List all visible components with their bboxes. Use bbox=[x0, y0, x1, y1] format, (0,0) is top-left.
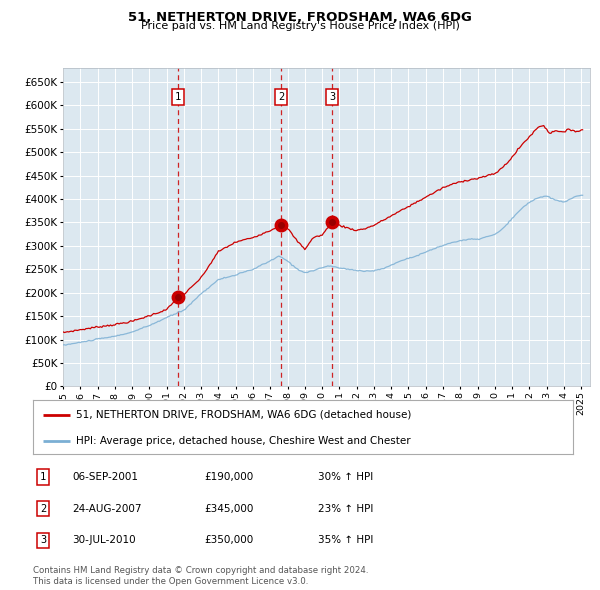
Text: £190,000: £190,000 bbox=[204, 472, 253, 481]
Text: £345,000: £345,000 bbox=[204, 504, 253, 513]
Text: 35% ↑ HPI: 35% ↑ HPI bbox=[318, 536, 373, 545]
Text: 51, NETHERTON DRIVE, FRODSHAM, WA6 6DG (detached house): 51, NETHERTON DRIVE, FRODSHAM, WA6 6DG (… bbox=[76, 409, 412, 419]
Text: 3: 3 bbox=[40, 536, 46, 545]
Text: 30-JUL-2010: 30-JUL-2010 bbox=[72, 536, 136, 545]
Text: This data is licensed under the Open Government Licence v3.0.: This data is licensed under the Open Gov… bbox=[33, 577, 308, 586]
Text: 23% ↑ HPI: 23% ↑ HPI bbox=[318, 504, 373, 513]
Text: 3: 3 bbox=[329, 92, 335, 102]
Text: Contains HM Land Registry data © Crown copyright and database right 2024.: Contains HM Land Registry data © Crown c… bbox=[33, 566, 368, 575]
Text: £350,000: £350,000 bbox=[204, 536, 253, 545]
Text: 24-AUG-2007: 24-AUG-2007 bbox=[72, 504, 142, 513]
Text: 1: 1 bbox=[175, 92, 181, 102]
Text: 06-SEP-2001: 06-SEP-2001 bbox=[72, 472, 138, 481]
Text: 51, NETHERTON DRIVE, FRODSHAM, WA6 6DG: 51, NETHERTON DRIVE, FRODSHAM, WA6 6DG bbox=[128, 11, 472, 24]
Text: Price paid vs. HM Land Registry's House Price Index (HPI): Price paid vs. HM Land Registry's House … bbox=[140, 21, 460, 31]
Text: 30% ↑ HPI: 30% ↑ HPI bbox=[318, 472, 373, 481]
Text: HPI: Average price, detached house, Cheshire West and Chester: HPI: Average price, detached house, Ches… bbox=[76, 436, 411, 445]
Text: 2: 2 bbox=[40, 504, 46, 513]
Text: 2: 2 bbox=[278, 92, 284, 102]
Text: 1: 1 bbox=[40, 472, 46, 481]
